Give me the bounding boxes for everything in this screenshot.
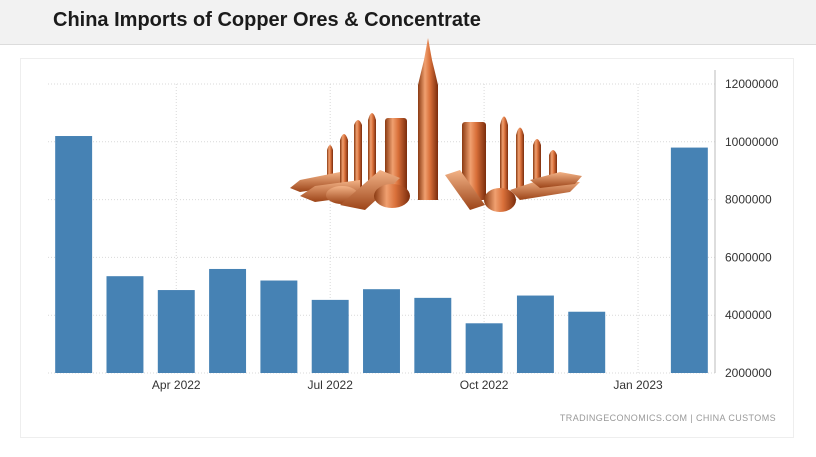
y-tick-label: 6000000 [725,250,772,264]
y-tick-label: 12000000 [725,77,779,91]
bar[interactable] [209,268,247,373]
bar[interactable] [55,136,93,373]
y-tick-label: 10000000 [725,135,779,149]
bar[interactable] [260,280,298,373]
bar[interactable] [568,311,606,373]
bar[interactable] [670,147,708,373]
bar[interactable] [106,276,144,373]
x-tick-label: Oct 2022 [460,378,509,392]
y-tick-label: 8000000 [725,193,772,207]
chart-title: China Imports of Copper Ores & Concentra… [53,9,481,31]
bars [55,136,708,373]
bar[interactable] [516,295,554,373]
bar[interactable] [414,297,452,373]
bar[interactable] [363,289,400,373]
x-tick-label: Apr 2022 [152,378,201,392]
bar[interactable] [157,290,195,373]
bar[interactable] [311,299,349,373]
y-tick-label: 2000000 [725,366,772,380]
y-axis-ticks: 12000000 10000000 8000000 6000000 4000000 200… [725,77,779,380]
source-attribution: TRADINGECONOMICS.COM | CHINA CUSTOMS [559,413,776,423]
title-bar: China Imports of Copper Ores & Concentra… [0,0,816,45]
x-tick-label: Jan 2023 [613,378,663,392]
x-axis-ticks: Apr 2022 Jul 2022 Oct 2022 Jan 2023 [152,378,663,392]
x-tick-label: Jul 2022 [308,378,354,392]
bar[interactable] [465,323,503,373]
copper-bullets-icon [290,38,582,212]
y-tick-label: 4000000 [725,308,772,322]
